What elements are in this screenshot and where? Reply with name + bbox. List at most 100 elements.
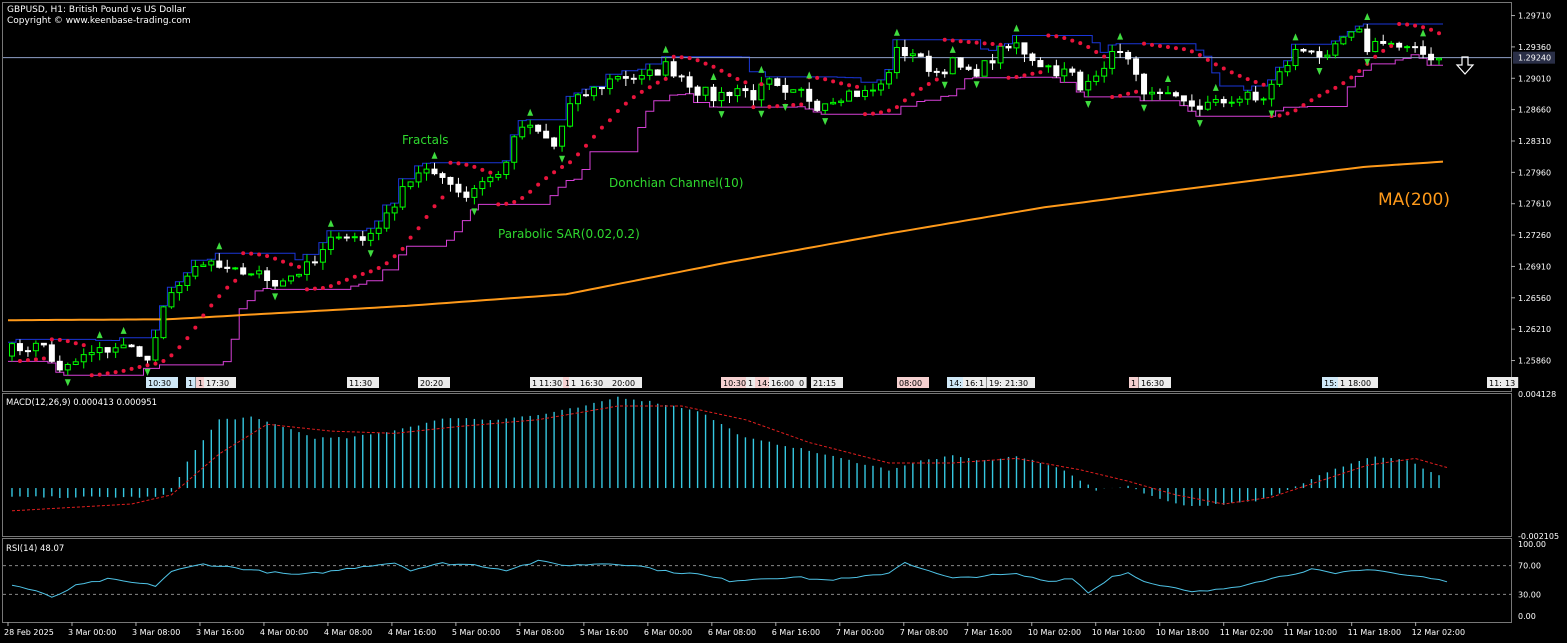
candle-body: [471, 188, 478, 198]
sar-dot: [663, 76, 668, 81]
price-tick-label: 1.27260: [1518, 231, 1551, 240]
sar-dot: [185, 336, 190, 341]
sar-dot: [1086, 45, 1091, 50]
fractal-up-icon: [1117, 32, 1124, 40]
price-tick-label: 1.26560: [1518, 294, 1551, 303]
sar-dot: [89, 373, 94, 378]
candle-body: [407, 181, 414, 188]
sar-dot: [695, 58, 700, 63]
candle-body: [901, 46, 908, 57]
event-label-box: [1322, 377, 1343, 388]
sar-dot: [1357, 69, 1362, 74]
sar-dot: [392, 254, 397, 259]
candle-body: [535, 124, 542, 132]
sar-dot: [1389, 43, 1394, 48]
event-label: 19:: [989, 379, 1002, 388]
candle-body: [718, 91, 725, 102]
candle-body: [40, 342, 47, 346]
ma-annotation: MA(200): [1378, 190, 1450, 210]
sar-dot: [488, 170, 493, 175]
sar-dot: [241, 251, 246, 256]
candle-body: [1005, 45, 1012, 49]
candle-body: [8, 343, 15, 357]
candle-body: [375, 227, 382, 234]
event-label: 1: [1340, 379, 1345, 388]
candle-body: [1156, 91, 1163, 94]
candle-body: [335, 236, 342, 239]
rsi-title: RSI(14) 48.07: [6, 544, 64, 554]
candle-body: [391, 206, 398, 214]
event-label: 0: [799, 379, 804, 388]
candle-body: [511, 136, 518, 163]
sar-dot: [1373, 54, 1378, 59]
event-label-box: [746, 377, 756, 388]
candle-body: [917, 53, 924, 57]
event-label: 20:00: [612, 379, 635, 388]
fractal-down-icon: [1268, 110, 1275, 118]
candle-body: [1292, 48, 1299, 67]
candle-body: [104, 347, 111, 353]
candle-body: [463, 191, 470, 198]
candle-body: [280, 280, 287, 287]
candle-body: [846, 90, 853, 102]
candle-body: [16, 343, 23, 352]
candle-body: [1164, 92, 1171, 95]
candle-body: [590, 86, 597, 97]
candle-body: [288, 275, 295, 282]
candle-body: [1284, 65, 1291, 73]
sar-dot: [153, 361, 158, 366]
sar-dot: [998, 42, 1003, 47]
sar-dot: [249, 251, 254, 256]
candle-body: [614, 76, 621, 80]
sar-dot: [416, 226, 421, 231]
sar-dot: [1102, 54, 1107, 59]
sar-dot: [767, 104, 772, 109]
rsi-panel: [2, 538, 1512, 623]
candle-body: [431, 168, 438, 175]
event-label: 11:30: [539, 379, 562, 388]
sar-dot: [1094, 50, 1099, 55]
candle-body: [1252, 91, 1259, 101]
time-tick-label: 4 Mar 08:00: [324, 628, 372, 637]
event-label-box: [1003, 377, 1035, 388]
candle-body: [80, 354, 87, 363]
candle-body: [200, 264, 207, 268]
sar-dot: [775, 104, 780, 109]
sar-dot: [81, 343, 86, 348]
candle-body: [1101, 67, 1108, 77]
macd-signal-line: [11, 405, 1448, 512]
candle-body: [176, 285, 183, 294]
candle-body: [152, 337, 159, 361]
fractal-up-icon: [1420, 29, 1427, 37]
sar-dot: [145, 363, 150, 368]
candle-body: [981, 60, 988, 77]
fractal-down-icon: [1085, 100, 1092, 108]
price-tick-label: 1.27610: [1518, 200, 1551, 209]
candle-body: [933, 70, 940, 73]
time-tick-label: 7 Mar 08:00: [900, 628, 948, 637]
candle-body: [1380, 41, 1387, 44]
candle-body: [1268, 83, 1275, 100]
fractal-down-icon: [1316, 67, 1323, 75]
candle-body: [606, 78, 613, 90]
time-tick-label: 7 Mar 00:00: [836, 628, 884, 637]
event-label-box: [204, 377, 236, 388]
sar-dot: [1397, 21, 1402, 26]
candle-body: [479, 181, 486, 190]
sar-dot: [289, 262, 294, 267]
candle-body: [742, 88, 749, 92]
sar-dot: [1437, 31, 1442, 36]
sar-dot: [41, 356, 46, 361]
time-tick-label: 5 Mar 00:00: [452, 628, 500, 637]
current-price-label: 1.29240: [1518, 54, 1551, 63]
price-tick-label: 1.28310: [1518, 137, 1551, 146]
candle-body: [327, 236, 334, 251]
fractal-up-icon: [758, 65, 765, 73]
time-tick-label: 7 Mar 16:00: [964, 628, 1012, 637]
sar-dot: [1014, 75, 1019, 80]
candle-body: [1141, 73, 1148, 95]
event-label: 16:30: [1141, 379, 1164, 388]
rsi-tick-label: 0.00: [1518, 612, 1536, 621]
candle-body: [208, 260, 215, 266]
sar-dot: [687, 56, 692, 61]
